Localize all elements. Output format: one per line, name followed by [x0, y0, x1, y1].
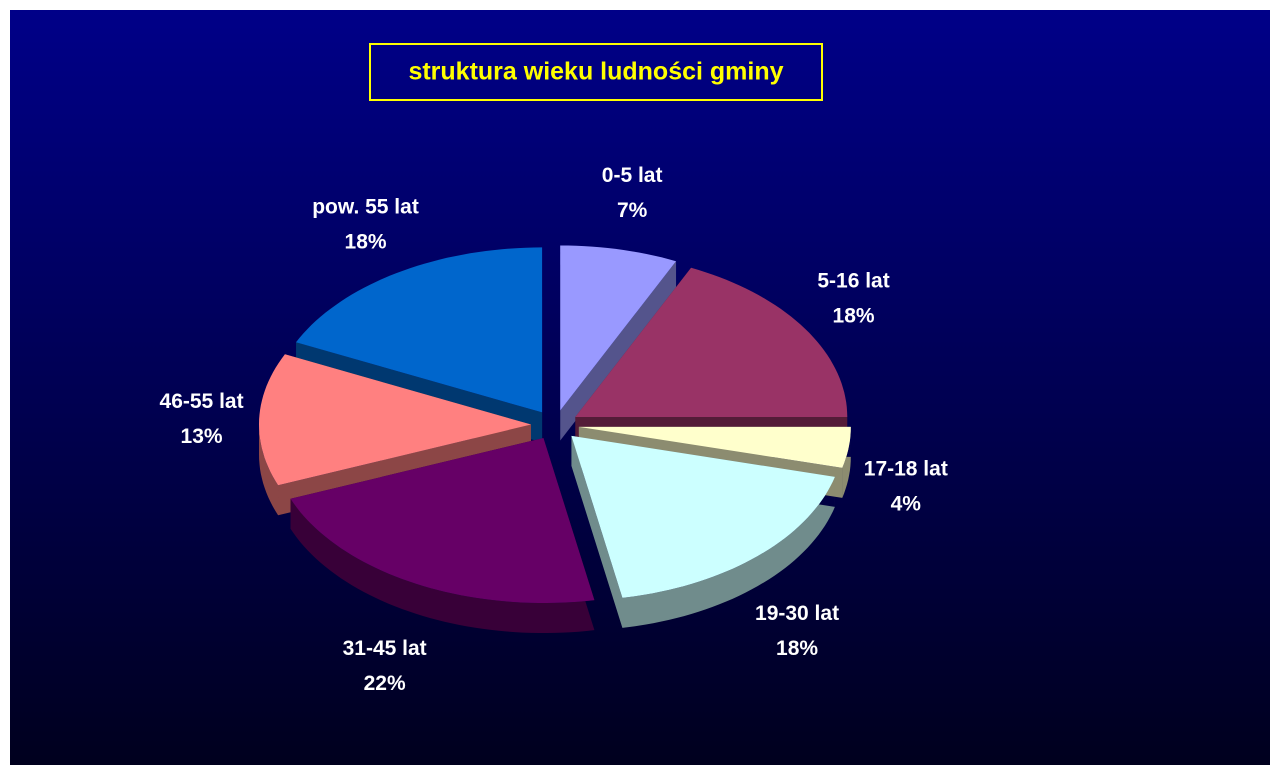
- slice: [560, 245, 676, 411]
- slice: [578, 426, 851, 468]
- slice-value-label: 18%: [833, 304, 875, 327]
- slice: [296, 247, 543, 413]
- slice-label: 31-45 lat: [343, 637, 427, 660]
- slice-label: 0-5 lat: [602, 164, 663, 187]
- slice-label: 17-18 lat: [864, 458, 948, 481]
- slice-label: 46-55 lat: [160, 390, 244, 413]
- slice: [575, 267, 848, 418]
- slice-value-label: 18%: [345, 231, 387, 254]
- slice-label: 5-16 lat: [817, 269, 889, 292]
- slice: [290, 438, 595, 603]
- pie: [259, 245, 851, 633]
- slice-value-label: 7%: [617, 199, 648, 222]
- slice-label: 19-30 lat: [755, 602, 839, 625]
- chart-title: struktura wieku ludności gminy: [408, 58, 783, 86]
- slice-side: [560, 245, 677, 441]
- slice-value-label: 13%: [181, 425, 223, 448]
- slice-value-label: 18%: [776, 637, 818, 660]
- slice: [571, 435, 835, 598]
- slice: [259, 354, 532, 486]
- slice-label: pow. 55 lat: [312, 196, 419, 219]
- slice-value-label: 4%: [891, 493, 922, 516]
- title-box: [369, 43, 823, 101]
- slice-value-label: 22%: [364, 672, 406, 695]
